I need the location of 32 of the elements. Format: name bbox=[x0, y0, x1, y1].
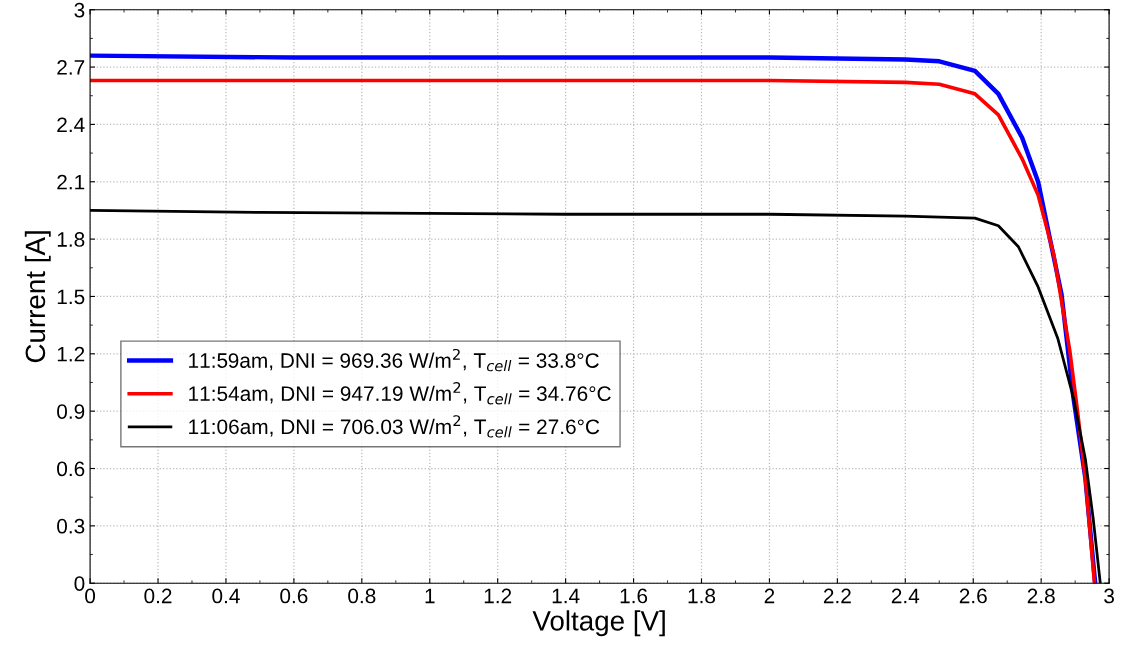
x-tick-label: 0.4 bbox=[212, 588, 240, 604]
x-tick-label: 0.2 bbox=[144, 588, 172, 604]
x-tick-label: 2.2 bbox=[823, 588, 851, 604]
y-tick-label: 0.9 bbox=[57, 404, 85, 419]
x-tick-label: 1 bbox=[425, 588, 435, 604]
y-axis-title: Current [A] bbox=[24, 231, 51, 363]
x-tick-label: 1.8 bbox=[688, 588, 716, 604]
x-tick-label: 2.8 bbox=[1027, 588, 1055, 604]
y-tick-label: 0.6 bbox=[57, 461, 85, 477]
x-axis-title: Voltage [V] bbox=[532, 610, 665, 637]
y-tick-label: 2.7 bbox=[57, 60, 85, 75]
legend-label: 11:59am, DNI = 969.36 W/m$^{2}$, T$_{cell}$ = 33.8°C bbox=[189, 348, 599, 372]
x-tick-label: 0 bbox=[85, 588, 96, 604]
x-tick-label: 2.4 bbox=[891, 588, 920, 604]
x-tick-label: 2.6 bbox=[959, 588, 987, 604]
y-tick-label: 1.5 bbox=[57, 289, 85, 305]
y-tick-label: 1.2 bbox=[57, 346, 85, 362]
y-tick-label: 0 bbox=[74, 576, 85, 591]
y-tick-label: 3 bbox=[74, 2, 85, 18]
legend-label: 11:06am, DNI = 706.03 W/m$^{2}$, T$_{cell}$ = 27.6°C bbox=[189, 415, 600, 438]
x-tick-label: 0.8 bbox=[348, 588, 376, 604]
x-tick-label: 0.6 bbox=[280, 588, 308, 604]
x-tick-label: 2 bbox=[764, 588, 775, 604]
legend-label: 11:54am, DNI = 947.19 W/m$^{2}$, T$_{cell}$ = 34.76°C bbox=[189, 382, 611, 405]
x-tick-label: 1.6 bbox=[620, 588, 648, 604]
y-tick-label: 1.8 bbox=[57, 232, 85, 247]
x-tick-label: 1.2 bbox=[484, 588, 512, 604]
x-tick-label: 3 bbox=[1104, 588, 1114, 604]
x-tick-label: 1.4 bbox=[552, 588, 580, 604]
y-tick-label: 2.4 bbox=[57, 117, 85, 132]
y-tick-label: 2.1 bbox=[57, 174, 85, 190]
y-tick-label: 0.3 bbox=[57, 518, 85, 534]
